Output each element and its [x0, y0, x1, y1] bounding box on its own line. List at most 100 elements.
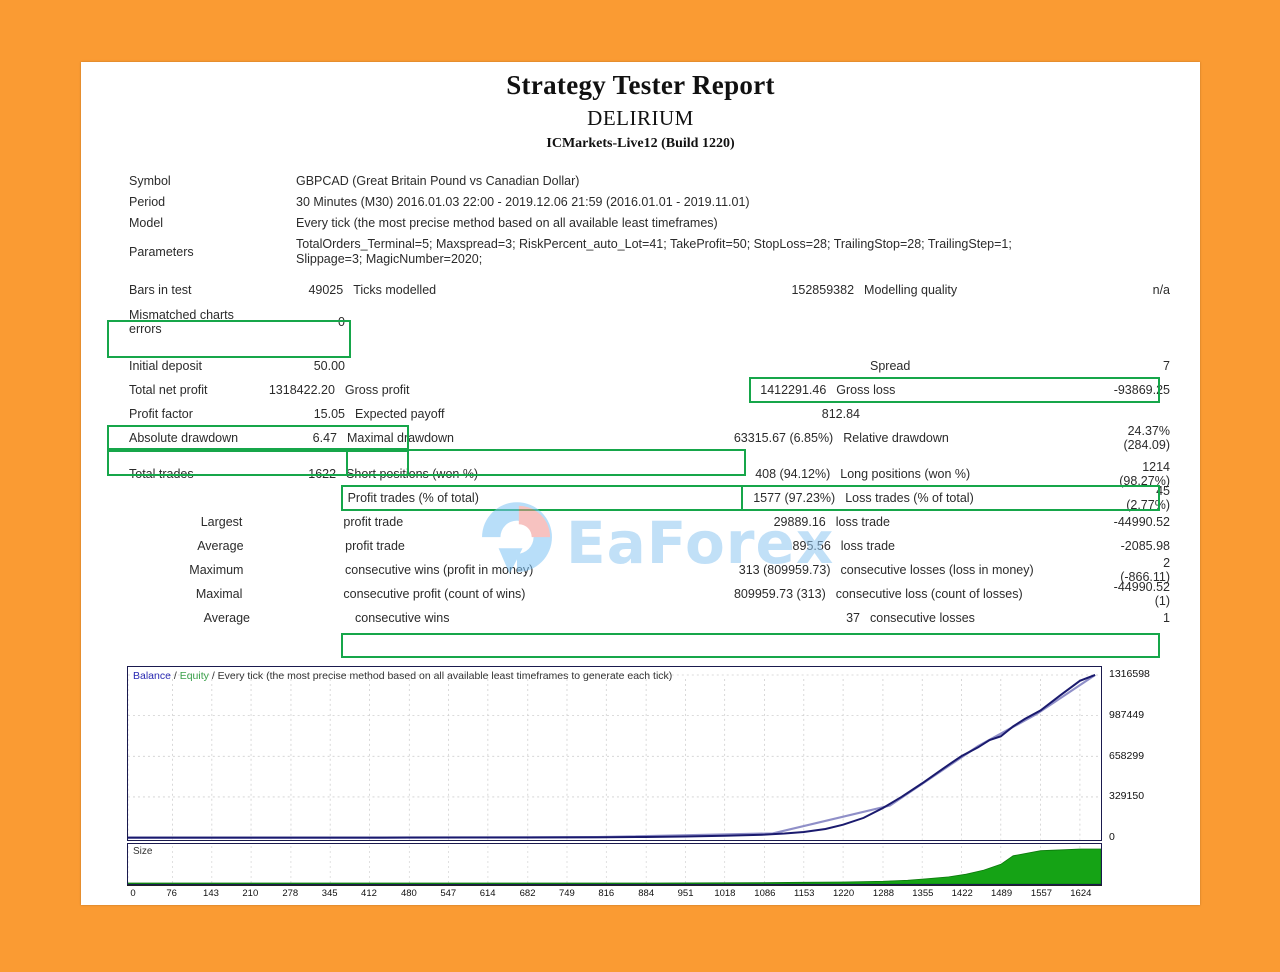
- maximal-label: Maximal: [195, 587, 243, 601]
- ticks-modelled-value: 152859382: [791, 283, 855, 297]
- table-row: Average consecutive wins 37 consecutive …: [81, 606, 1200, 630]
- table-row: Profit trades (% of total) 1577 (97.23%)…: [81, 484, 1200, 512]
- modelling-quality-label: Modelling quality: [864, 283, 958, 297]
- bars-in-test-value: 49025: [308, 283, 344, 297]
- maximal-drawdown-label: Maximal drawdown: [346, 431, 454, 445]
- model-label: Model: [129, 216, 164, 230]
- average-profit-trade-label: profit trade: [345, 539, 405, 553]
- x-axis-tick-label: 816: [598, 888, 615, 899]
- expected-payoff-label: Expected payoff: [355, 407, 445, 421]
- symbol-label: Symbol: [129, 174, 171, 188]
- table-row: Absolute drawdown 6.47 Maximal drawdown …: [81, 424, 1200, 452]
- info-row-period: Period 30 Minutes (M30) 2016.01.03 22:00…: [81, 195, 1200, 209]
- x-axis-tick-label: 1086: [754, 888, 776, 899]
- info-block: Symbol GBPCAD (Great Britain Pound vs Ca…: [81, 174, 1200, 266]
- max-consecutive-losses-label: consecutive losses (loss in money): [840, 563, 1034, 577]
- average-profit-trade-value: 895.56: [792, 539, 831, 553]
- x-axis-tick-label: 0: [130, 888, 136, 899]
- max-consecutive-wins-label: consecutive wins (profit in money): [345, 563, 534, 577]
- x-axis-tick-label: 1557: [1030, 888, 1053, 899]
- x-axis-tick-label: 210: [242, 888, 259, 899]
- average-loss-trade-value: -2085.98: [1120, 539, 1170, 553]
- y-axis-tick-label: 987449: [1109, 708, 1145, 721]
- gross-loss-value: -93869.25: [1113, 383, 1170, 397]
- legend-sep: /: [170, 670, 180, 682]
- row-spacer: [81, 342, 1200, 354]
- legend-balance: Balance: [133, 670, 171, 682]
- parameters-line-2: Slippage=3; MagicNumber=2020;: [296, 252, 483, 266]
- size-chart-panel: Size: [127, 843, 1102, 885]
- x-axis-tick-label: 1018: [714, 888, 736, 899]
- model-value: Every tick (the most precise method base…: [296, 216, 718, 230]
- profit-factor-value: 15.05: [313, 407, 345, 421]
- balance-chart-svg: [128, 674, 1101, 840]
- report-header: Strategy Tester Report DELIRIUM ICMarket…: [81, 62, 1200, 152]
- gross-profit-label: Gross profit: [344, 383, 410, 397]
- gross-profit-value: 1412291.46: [760, 383, 827, 397]
- avg-consecutive-wins-label: consecutive wins: [355, 611, 450, 625]
- x-axis-tick-label: 1422: [951, 888, 973, 899]
- info-row-parameters: Parameters TotalOrders_Terminal=5; Maxsp…: [81, 237, 1200, 266]
- x-axis-tick-label: 1288: [872, 888, 895, 899]
- report-title: Strategy Tester Report: [506, 70, 775, 100]
- max-consecutive-wins-value: 313 (809959.73): [738, 563, 831, 577]
- x-axis-tick-label: 951: [677, 888, 694, 899]
- table-row: Mismatched charts errors 0: [81, 302, 1200, 342]
- y-axis-tick-label: 329150: [1109, 790, 1145, 803]
- legend-description: / Every tick (the most precise method ba…: [208, 670, 673, 682]
- spread-value: 7: [1163, 359, 1170, 373]
- avg-consecutive-wins-value: 37: [846, 611, 860, 625]
- table-row: Initial deposit 50.00 Spread 7: [81, 354, 1200, 378]
- report-page: EaForex Strategy Tester Report DELIRIUM …: [81, 62, 1200, 905]
- table-row: Maximal consecutive profit (count of win…: [81, 580, 1200, 608]
- avg-consecutive-losses-value: 1: [1163, 611, 1170, 625]
- table-row: Largest profit trade 29889.16 loss trade…: [81, 510, 1200, 534]
- ticks-modelled-label: Ticks modelled: [353, 283, 437, 297]
- row-spacer: [81, 450, 1200, 462]
- table-row: Average profit trade 895.56 loss trade -…: [81, 534, 1200, 558]
- size-label: Size: [133, 846, 153, 857]
- parameters-line-1: TotalOrders_Terminal=5; Maxspread=3; Ris…: [296, 237, 1012, 251]
- modelling-quality-value: n/a: [1152, 283, 1171, 297]
- short-positions-label: Short positions (won %): [346, 467, 479, 481]
- long-positions-value: 1214 (98.27%): [1119, 460, 1170, 488]
- equity-chart: Balance / Equity / Every tick (the most …: [127, 666, 1150, 899]
- chart-axis-line: [127, 885, 1102, 886]
- x-axis-tick-label: 682: [519, 888, 536, 899]
- absolute-drawdown-value: 6.47: [312, 431, 337, 445]
- average-label: Average: [197, 539, 244, 553]
- table-row: Profit factor 15.05 Expected payoff 812.…: [81, 402, 1200, 426]
- total-trades-label: Total trades: [129, 467, 194, 481]
- profit-trades-label: Profit trades (% of total): [347, 491, 479, 505]
- relative-drawdown-label: Relative drawdown: [843, 431, 949, 445]
- x-axis-tick-label: 547: [440, 888, 457, 899]
- relative-drawdown-value: 24.37% (284.09): [1123, 424, 1170, 452]
- table-row: Maximum consecutive wins (profit in mone…: [81, 556, 1200, 584]
- balance-chart-panel: Balance / Equity / Every tick (the most …: [127, 666, 1102, 841]
- chart-legend: Balance / Equity / Every tick (the most …: [133, 670, 672, 682]
- largest-loss-trade-label: loss trade: [835, 515, 890, 529]
- total-net-profit-value: 1318422.20: [268, 383, 335, 397]
- period-label: Period: [129, 195, 166, 209]
- info-row-model: Model Every tick (the most precise metho…: [81, 216, 1200, 230]
- x-axis-tick-label: 412: [361, 888, 377, 899]
- average-loss-trade-label: loss trade: [840, 539, 895, 553]
- legend-equity: Equity: [179, 670, 209, 682]
- x-axis-tick-label: 1220: [832, 888, 855, 899]
- table-row: Total net profit 1318422.20 Gross profit…: [81, 378, 1200, 402]
- broker-build: ICMarkets-Live12 (Build 1220): [546, 136, 735, 151]
- maximal-consecutive-profit-label: consecutive profit (count of wins): [343, 587, 526, 601]
- x-axis-tick-label: 345: [321, 888, 338, 899]
- largest-label: Largest: [200, 515, 243, 529]
- maximum-label: Maximum: [189, 563, 244, 577]
- x-axis-tick-label: 143: [203, 888, 219, 899]
- x-axis-tick-label: 1624: [1070, 888, 1092, 899]
- loss-trades-label: Loss trades (% of total): [845, 491, 974, 505]
- largest-profit-trade-label: profit trade: [343, 515, 404, 529]
- mismatched-line-1: Mismatched charts: [129, 308, 234, 322]
- x-axis-tick-label: 76: [166, 888, 177, 899]
- parameters-value: TotalOrders_Terminal=5; Maxspread=3; Ris…: [296, 237, 1200, 266]
- gross-loss-label: Gross loss: [836, 383, 896, 397]
- ea-name: DELIRIUM: [587, 106, 694, 130]
- profit-trades-value: 1577 (97.23%): [753, 491, 836, 505]
